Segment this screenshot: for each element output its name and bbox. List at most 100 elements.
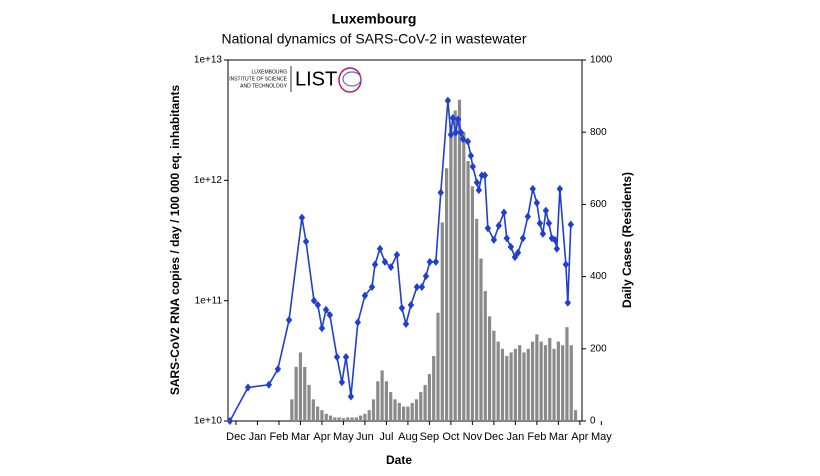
y-tick-label: 1e+11 bbox=[195, 295, 223, 306]
bar bbox=[419, 392, 423, 421]
bar bbox=[384, 381, 389, 421]
data-point bbox=[495, 221, 503, 230]
data-point bbox=[422, 272, 430, 281]
data-point bbox=[368, 282, 376, 291]
y-tick-label: 1e+10 bbox=[194, 416, 223, 427]
bar bbox=[518, 345, 522, 421]
x-tick-label: Mar bbox=[291, 431, 310, 443]
bar bbox=[535, 334, 539, 421]
data-point bbox=[310, 296, 318, 305]
x-tick-label: Sep bbox=[420, 431, 440, 443]
x-tick-label: Jul bbox=[379, 431, 393, 443]
bar bbox=[483, 291, 487, 421]
x-tick-label: Apr bbox=[313, 431, 330, 443]
bar bbox=[573, 410, 578, 421]
data-point bbox=[354, 318, 362, 327]
bar bbox=[539, 341, 543, 421]
data-point bbox=[285, 316, 293, 325]
data-point bbox=[539, 229, 547, 238]
data-point bbox=[322, 305, 330, 314]
bar bbox=[513, 348, 517, 421]
data-point bbox=[298, 213, 306, 222]
y2-tick-label: 600 bbox=[590, 199, 607, 210]
bar bbox=[307, 384, 311, 421]
bar bbox=[354, 417, 358, 421]
data-point bbox=[533, 198, 541, 207]
data-point bbox=[473, 178, 481, 187]
bar bbox=[333, 417, 337, 421]
bar bbox=[389, 392, 393, 421]
data-point bbox=[464, 137, 472, 146]
bar bbox=[328, 415, 333, 421]
bar bbox=[496, 341, 500, 421]
x-tick-label: Jan bbox=[506, 431, 524, 443]
bar bbox=[423, 384, 427, 421]
data-point bbox=[459, 135, 467, 144]
y2-axis-label: Daily Cases (Residents) bbox=[620, 172, 634, 308]
logo-ring bbox=[342, 71, 362, 87]
logo: LUXEMBOURG INSTITUTE OF SCIENCE AND TECH… bbox=[229, 66, 362, 93]
logo-text: AND TECHNOLOGY bbox=[240, 83, 288, 89]
bar bbox=[530, 341, 535, 421]
x-tick-label: May bbox=[333, 431, 354, 443]
bar bbox=[509, 352, 513, 421]
data-point bbox=[449, 113, 457, 122]
bar bbox=[380, 370, 384, 421]
bar bbox=[337, 417, 341, 421]
bar bbox=[561, 345, 565, 421]
bar bbox=[397, 402, 401, 421]
x-axis-label: Date bbox=[386, 453, 412, 467]
data-point bbox=[387, 263, 395, 272]
bar bbox=[526, 348, 530, 421]
x-tick-label: Apr bbox=[571, 431, 588, 443]
bar bbox=[316, 406, 320, 421]
y2-tick-label: 800 bbox=[590, 127, 607, 138]
x-tick-label: Nov bbox=[463, 431, 483, 443]
logo-text: LUXEMBOURG bbox=[251, 69, 287, 75]
bar bbox=[457, 99, 462, 422]
bar bbox=[475, 218, 479, 421]
data-point bbox=[511, 253, 519, 262]
bar bbox=[432, 356, 436, 421]
bar bbox=[290, 399, 294, 421]
bar bbox=[492, 330, 496, 421]
bar bbox=[462, 132, 466, 421]
data-point bbox=[413, 282, 421, 291]
bar bbox=[367, 410, 371, 421]
x-tick-label: May bbox=[591, 431, 612, 443]
data-point bbox=[226, 417, 234, 425]
data-point bbox=[490, 235, 498, 244]
bar bbox=[303, 366, 307, 421]
data-point bbox=[393, 250, 401, 259]
bar bbox=[320, 410, 324, 421]
data-point bbox=[564, 298, 572, 307]
bar bbox=[556, 341, 560, 421]
data-point bbox=[376, 244, 384, 253]
bar bbox=[453, 110, 457, 421]
bar bbox=[487, 316, 492, 421]
data-point bbox=[326, 311, 334, 320]
data-point bbox=[342, 353, 350, 362]
data-point bbox=[556, 184, 564, 193]
data-point bbox=[467, 151, 475, 160]
data-point bbox=[484, 224, 492, 233]
bar bbox=[479, 258, 483, 421]
data-point bbox=[338, 378, 346, 387]
bar bbox=[543, 345, 548, 421]
data-point bbox=[432, 257, 440, 266]
data-point bbox=[265, 380, 273, 389]
data-point bbox=[444, 96, 452, 105]
x-tick-label: Dec bbox=[484, 431, 504, 443]
data-point bbox=[529, 184, 536, 193]
data-point bbox=[437, 188, 444, 197]
chart-title: Luxembourg bbox=[332, 11, 417, 27]
data-point bbox=[567, 220, 575, 229]
bar bbox=[522, 352, 526, 421]
bar bbox=[436, 312, 440, 421]
data-point bbox=[545, 219, 553, 228]
bar bbox=[410, 402, 414, 421]
data-point bbox=[398, 303, 406, 312]
bar bbox=[449, 124, 453, 421]
bar bbox=[552, 348, 556, 421]
